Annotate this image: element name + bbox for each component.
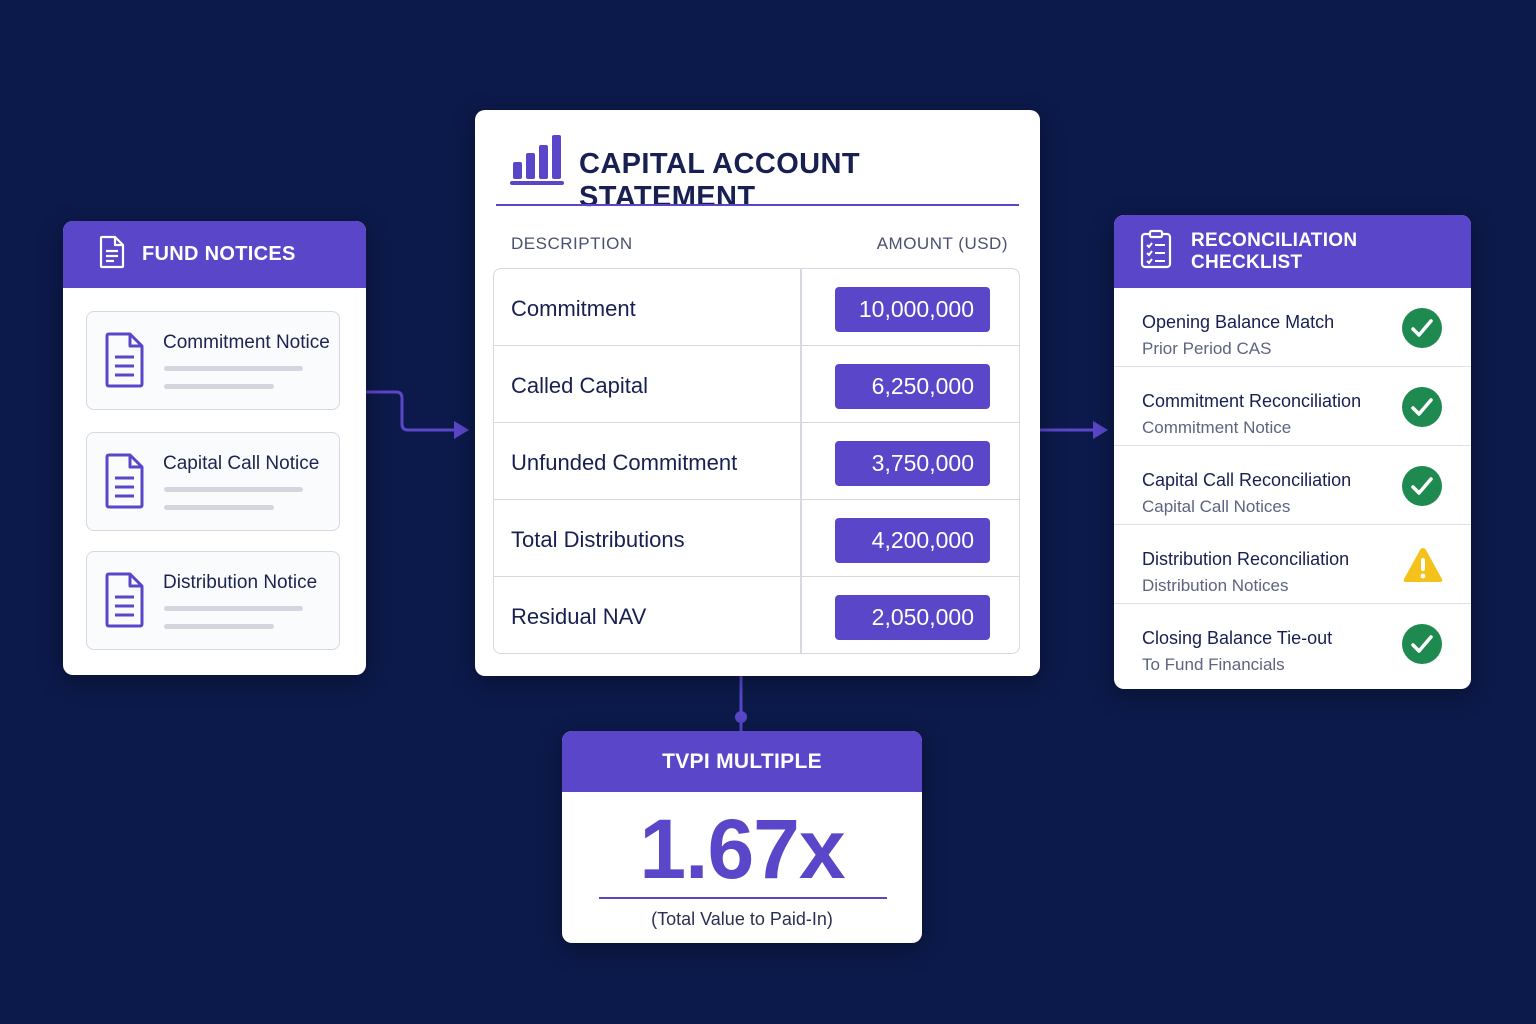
- document-icon: [99, 235, 125, 275]
- amount-value: 2,050,000: [835, 595, 990, 640]
- checklist-header: RECONCILIATION CHECKLIST: [1114, 215, 1471, 288]
- checklist-item-title: Closing Balance Tie-out: [1142, 628, 1333, 648]
- column-divider: [800, 423, 802, 499]
- check-icon: [1402, 624, 1442, 669]
- reconciliation-checklist-panel: RECONCILIATION CHECKLIST Opening Balance…: [1114, 215, 1471, 689]
- document-icon: [105, 572, 145, 633]
- bar-chart-icon: [510, 134, 564, 191]
- placeholder-line: [164, 487, 303, 492]
- statement-table: Commitment 10,000,000 Called Capital 6,2…: [493, 268, 1020, 654]
- placeholder-line: [164, 624, 274, 629]
- title-divider: [496, 204, 1019, 206]
- checklist-item-subtitle: Capital Call Notices: [1142, 497, 1291, 516]
- statement-to-checklist-arrowhead: [1093, 421, 1108, 439]
- check-icon: [1402, 387, 1442, 432]
- amount-value: 4,200,000: [835, 518, 990, 563]
- table-row: Commitment 10,000,000: [494, 269, 1019, 346]
- notice-title: Commitment Notice: [163, 332, 330, 353]
- check-icon: [1402, 466, 1442, 511]
- checklist-item-subtitle: Distribution Notices: [1142, 576, 1289, 595]
- row-label: Residual NAV: [511, 604, 647, 629]
- checklist-item[interactable]: Capital Call Reconciliation Capital Call…: [1114, 446, 1471, 525]
- row-label: Total Distributions: [511, 527, 685, 552]
- notices-to-statement-arrowhead: [454, 421, 469, 439]
- fund-notices-title: FUND NOTICES: [142, 243, 296, 265]
- checklist-item-title: Commitment Reconciliation: [1142, 391, 1362, 411]
- tvpi-multiple-panel: TVPI MULTIPLE 1.67x (Total Value to Paid…: [562, 731, 922, 943]
- placeholder-line: [164, 606, 303, 611]
- checklist-item[interactable]: Distribution Reconciliation Distribution…: [1114, 525, 1471, 604]
- tvpi-header: TVPI MULTIPLE: [562, 731, 922, 792]
- notice-card-commitment[interactable]: Commitment Notice: [86, 311, 340, 410]
- row-label: Unfunded Commitment: [511, 450, 738, 475]
- fund-notices-panel: FUND NOTICES Commitment Notice: [63, 221, 366, 675]
- tvpi-caption: (Total Value to Paid-In): [651, 909, 833, 929]
- column-header-amount: AMOUNT (USD): [876, 234, 1008, 253]
- checklist-item[interactable]: Commitment Reconciliation Commitment Not…: [1114, 367, 1471, 446]
- notice-title: Capital Call Notice: [163, 453, 320, 474]
- notice-title: Distribution Notice: [163, 572, 318, 593]
- checklist-item-subtitle: Prior Period CAS: [1142, 339, 1272, 358]
- placeholder-line: [164, 384, 274, 389]
- statement-title: CAPITAL ACCOUNT STATEMENT: [579, 148, 860, 213]
- column-divider: [800, 500, 802, 576]
- column-header-description: DESCRIPTION: [511, 234, 633, 253]
- checklist-title: RECONCILIATION CHECKLIST: [1191, 229, 1358, 273]
- checklist-item[interactable]: Closing Balance Tie-out To Fund Financia…: [1114, 604, 1471, 683]
- fund-notices-header: FUND NOTICES: [63, 221, 366, 288]
- row-label: Called Capital: [511, 373, 648, 398]
- amount-value: 3,750,000: [835, 441, 990, 486]
- column-divider: [800, 577, 802, 653]
- amount-value: 6,250,000: [835, 364, 990, 409]
- row-label: Commitment: [511, 296, 636, 321]
- table-row: Total Distributions 4,200,000: [494, 500, 1019, 577]
- tvpi-divider: [599, 897, 887, 899]
- tvpi-value: 1.67x: [639, 802, 845, 896]
- clipboard-checklist-icon: [1140, 229, 1172, 275]
- column-divider: [800, 269, 802, 345]
- capital-account-statement-panel: CAPITAL ACCOUNT STATEMENT DESCRIPTION AM…: [475, 110, 1040, 676]
- amount-value: 10,000,000: [835, 287, 990, 332]
- checklist-item-title: Opening Balance Match: [1142, 312, 1335, 332]
- check-icon: [1402, 308, 1442, 353]
- checklist-item-subtitle: Commitment Notice: [1142, 418, 1292, 437]
- notice-card-capital-call[interactable]: Capital Call Notice: [86, 432, 340, 531]
- notices-to-statement-arrow: [366, 390, 456, 432]
- table-row: Unfunded Commitment 3,750,000: [494, 423, 1019, 500]
- tvpi-title: TVPI MULTIPLE: [662, 749, 822, 773]
- placeholder-line: [164, 366, 303, 371]
- document-icon: [105, 453, 145, 514]
- column-divider: [800, 346, 802, 422]
- checklist-item-title: Distribution Reconciliation: [1142, 549, 1350, 569]
- checklist-item-title: Capital Call Reconciliation: [1142, 470, 1352, 490]
- checklist-item-subtitle: To Fund Financials: [1142, 655, 1285, 674]
- notice-card-distribution[interactable]: Distribution Notice: [86, 551, 340, 650]
- placeholder-line: [164, 505, 274, 510]
- checklist-item[interactable]: Opening Balance Match Prior Period CAS: [1114, 288, 1471, 367]
- document-icon: [105, 332, 145, 393]
- table-row: Residual NAV 2,050,000: [494, 577, 1019, 653]
- table-row: Called Capital 6,250,000: [494, 346, 1019, 423]
- warning-icon: [1402, 545, 1444, 590]
